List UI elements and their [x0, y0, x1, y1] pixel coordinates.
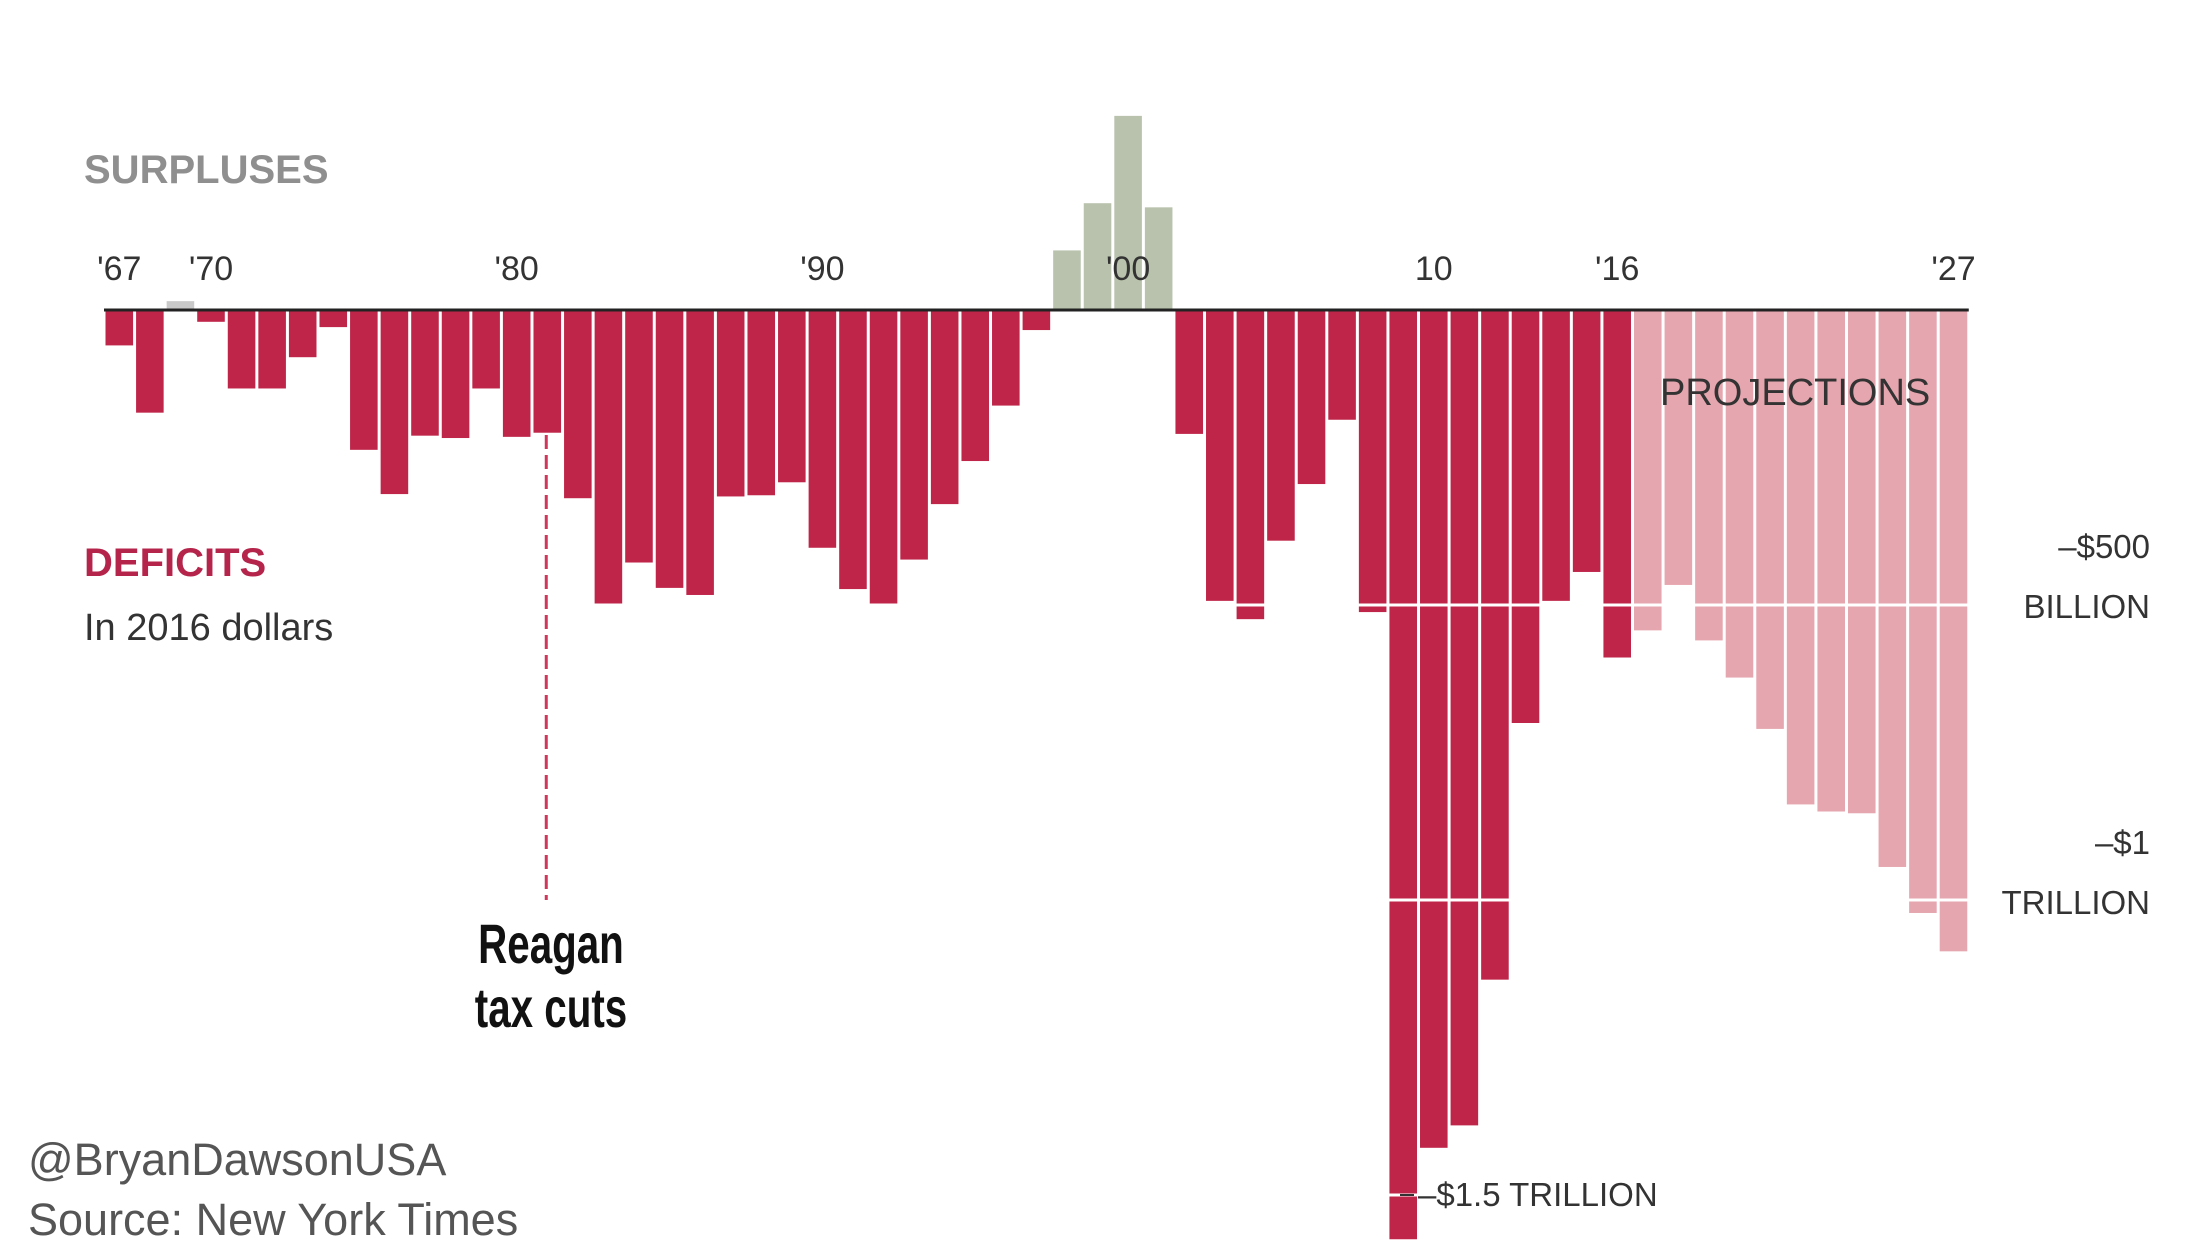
bar-2011 [1450, 310, 1479, 1126]
reagan-annotation-line2: tax cuts [474, 976, 628, 1039]
bar-1980 [502, 310, 531, 437]
y-tick-500-line1: –$500 [2058, 528, 2150, 565]
bar-2022 [1786, 310, 1815, 805]
bar-2012 [1481, 310, 1509, 980]
bar-2014 [1542, 310, 1570, 601]
bar-2004 [1236, 310, 1265, 620]
bar-1984 [625, 310, 653, 563]
bar-2017 [1634, 310, 1662, 631]
bar-2007 [1328, 310, 1356, 420]
bar-1972 [258, 310, 286, 389]
bar-1969 [166, 301, 195, 310]
bar-2003 [1206, 310, 1234, 601]
bar-2020 [1725, 310, 1754, 678]
bar-1996 [992, 310, 1020, 406]
bar-1981 [533, 310, 562, 433]
bar-2006 [1297, 310, 1326, 485]
x-tick-label-1990: '90 [800, 250, 844, 288]
bar-1986 [686, 310, 714, 595]
bar-2009 [1389, 310, 1418, 1240]
bar-1983 [594, 310, 623, 604]
bar-1973 [288, 310, 317, 358]
bar-1994 [930, 310, 959, 505]
bar-2008 [1358, 310, 1387, 613]
x-tick-label-2016: '16 [1595, 250, 1639, 288]
bar-2013 [1511, 310, 1540, 723]
bar-2002 [1175, 310, 1204, 434]
bar-1998 [1053, 250, 1081, 310]
bar-1985 [655, 310, 684, 588]
reagan-annotation-line1: Reagan [478, 912, 624, 975]
y-tick-1000-line2: TRILLION [2001, 884, 2150, 921]
credit-handle: @BryanDawsonUSA [28, 1134, 447, 1185]
bar-1976 [380, 310, 409, 495]
bar-1989 [778, 310, 806, 483]
bar-2001 [1144, 207, 1173, 310]
bar-1995 [961, 310, 990, 462]
bar-1967 [105, 310, 134, 346]
bar-2010 [1420, 310, 1448, 1148]
credit-source: Source: New York Times [28, 1194, 519, 1245]
chart-subtitle: In 2016 dollars [84, 607, 334, 649]
bar-2021 [1756, 310, 1784, 729]
bar-1970 [197, 310, 225, 322]
bar-1982 [564, 310, 592, 499]
bar-1988 [747, 310, 776, 496]
bar-1978 [441, 310, 470, 439]
y-tick-500-line2: BILLION [2023, 588, 2150, 625]
reagan-annotation: Reagan tax cuts [471, 912, 631, 1040]
x-tick-label-1967: '67 [97, 250, 141, 288]
bar-1987 [716, 310, 745, 497]
bar-2024 [1847, 310, 1876, 814]
surpluses-label: SURPLUSES [84, 148, 329, 192]
bar-2027 [1939, 310, 1968, 952]
x-tick-label-1980: '80 [495, 250, 539, 288]
bar-1992 [869, 310, 898, 604]
x-tick-label-1970: '70 [189, 250, 233, 288]
bar-2015 [1572, 310, 1601, 572]
bar-1993 [900, 310, 928, 560]
x-tick-label-2027: '27 [1931, 250, 1975, 288]
bar-1997 [1022, 310, 1051, 331]
deficits-label: DEFICITS [84, 541, 267, 585]
x-tick-label-2000: '00 [1106, 250, 1150, 288]
bar-2005 [1267, 310, 1295, 541]
x-tick-label-2010: 10 [1415, 250, 1453, 288]
bar-1991 [839, 310, 867, 590]
bar-1971 [227, 310, 256, 389]
bar-1979 [472, 310, 500, 389]
bar-2026 [1909, 310, 1937, 913]
projections-label: PROJECTIONS [1660, 372, 1931, 414]
bar-2016 [1603, 310, 1631, 658]
bar-1968 [136, 310, 164, 413]
bar-1975 [350, 310, 378, 450]
bar-1990 [808, 310, 837, 548]
bar-1977 [411, 310, 439, 436]
bar-1974 [319, 310, 348, 328]
bar-2023 [1817, 310, 1845, 812]
bar-2019 [1695, 310, 1723, 641]
bar-1999 [1083, 203, 1112, 310]
y-tick-1500: –$1.5 TRILLION [1418, 1176, 1658, 1213]
bar-2025 [1878, 310, 1907, 867]
bar-2000 [1114, 115, 1142, 310]
y-tick-1000-line1: –$1 [2094, 824, 2150, 861]
bar-2018 [1664, 310, 1693, 585]
